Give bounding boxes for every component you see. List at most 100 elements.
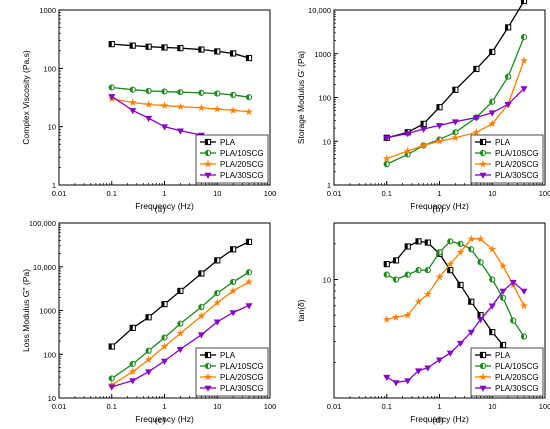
legend-label: PLA/10SCG — [220, 362, 264, 371]
marker-star — [476, 234, 485, 243]
marker-star — [472, 128, 481, 136]
marker-triangle-down — [509, 279, 517, 286]
marker-circle-fill — [457, 241, 461, 247]
marker-square-fill — [130, 325, 133, 331]
marker-circle-fill — [521, 34, 525, 40]
marker-star — [423, 290, 432, 298]
y-tick-label: 100,000 — [29, 219, 56, 228]
marker-triangle-down — [245, 303, 253, 310]
data-series — [383, 238, 528, 340]
series-line — [386, 238, 525, 321]
marker-triangle-down — [160, 124, 169, 131]
marker-square-fill — [146, 314, 149, 320]
marker-square-fill — [480, 352, 483, 358]
marker-star — [197, 311, 206, 320]
marker-circle-fill — [415, 267, 419, 273]
x-tick-label: 10 — [213, 402, 221, 411]
x-tick-label: 0.1 — [107, 189, 117, 198]
marker-triangle-down — [435, 123, 444, 130]
series-line — [386, 0, 525, 139]
marker-square-fill — [457, 282, 461, 288]
marker-star — [244, 277, 254, 286]
marker-square-fill — [198, 46, 202, 53]
marker-circle-fill — [477, 259, 481, 265]
marker-triangle-down — [477, 317, 485, 324]
marker-star — [478, 159, 488, 168]
marker-square-fill — [500, 342, 504, 348]
data-series — [107, 277, 254, 389]
y-tick-label: 100 — [43, 64, 56, 73]
panel-caption: (c) — [155, 415, 166, 426]
legend-label: PLA/20SCG — [220, 160, 264, 169]
marker-star — [488, 245, 497, 253]
marker-circle-fill — [384, 272, 387, 278]
marker-triangle-down — [108, 94, 116, 101]
legend: PLA PLA/10SCG PLA/20SCG PLA/30SCG — [470, 347, 544, 397]
y-tick-label: 10,000 — [308, 6, 331, 15]
y-axis-label: Storage Modulus G' (Pa) — [296, 51, 306, 144]
legend-label: PLA/10SCG — [495, 149, 539, 158]
marker-star — [419, 141, 428, 149]
marker-square-fill — [505, 24, 509, 31]
data-series — [108, 41, 253, 62]
legend-label: PLA/30SCG — [220, 384, 264, 393]
marker-square-fill — [415, 238, 419, 244]
marker-square-fill — [473, 66, 477, 72]
x-tick-label: 100 — [539, 189, 550, 198]
y-tick-label: 10 — [323, 137, 331, 146]
marker-star — [203, 372, 213, 381]
y-axis-label: tan(δ) — [296, 299, 306, 321]
marker-star — [435, 272, 444, 281]
x-tick-label: 0.1 — [107, 402, 117, 411]
legend: PLA PLA/10SCG PLA/20SCG PLA/30SCG — [195, 347, 269, 397]
marker-square-fill — [489, 329, 493, 335]
legend: PLA PLA/10SCG PLA/20SCG PLA/30SCG — [470, 134, 544, 184]
marker-square-fill — [230, 50, 234, 57]
y-tick-label: 10 — [323, 276, 331, 285]
marker-square-fill — [393, 257, 397, 264]
marker-circle-fill — [489, 276, 493, 283]
marker-circle-fill — [405, 272, 408, 278]
x-tick-label: 100 — [264, 402, 277, 411]
marker-circle-fill — [452, 129, 456, 135]
marker-star — [382, 315, 391, 323]
marker-star — [451, 133, 460, 142]
legend-label: PLA — [495, 351, 511, 360]
marker-circle-fill — [521, 333, 525, 340]
marker-square-fill — [489, 49, 493, 55]
marker-star — [128, 367, 137, 376]
marker-circle-fill — [177, 321, 181, 327]
marker-circle-fill — [447, 238, 451, 244]
marker-square-fill — [177, 288, 181, 294]
marker-circle-fill — [384, 161, 387, 167]
marker-triangle-down — [204, 172, 212, 179]
y-tick-label: 10 — [48, 123, 56, 132]
marker-triangle-down — [479, 385, 487, 392]
data-series — [383, 0, 528, 141]
marker-triangle-down — [467, 329, 475, 336]
marker-circle-fill — [510, 318, 514, 324]
marker-triangle-down — [229, 310, 237, 317]
marker-circle-fill — [246, 269, 250, 275]
marker-star — [229, 286, 238, 295]
marker-square-fill — [205, 139, 208, 145]
marker-triangle-down — [404, 131, 412, 138]
marker-square-fill — [109, 343, 112, 350]
y-tick-label: 1 — [52, 181, 56, 190]
y-axis-label: Complex Viscosity (Pa.s) — [21, 50, 31, 144]
legend-label: PLA/10SCG — [220, 149, 264, 158]
marker-triangle-down — [472, 115, 480, 122]
marker-circle-fill — [505, 74, 509, 80]
data-series — [383, 279, 528, 387]
data-series — [108, 269, 253, 382]
marker-square-fill — [246, 239, 250, 245]
legend-label: PLA/30SCG — [220, 171, 264, 180]
chart-panel: 0.01 0.1 1 10 100 1 10 100 1000 10,000 Frequency (… — [296, 0, 550, 215]
y-tick-label: 1000 — [39, 307, 56, 316]
marker-circle-fill — [393, 276, 397, 283]
marker-circle-fill — [214, 290, 218, 296]
marker-triangle-down — [176, 346, 184, 354]
marker-square-fill — [468, 299, 472, 305]
marker-triangle-down — [488, 303, 496, 310]
